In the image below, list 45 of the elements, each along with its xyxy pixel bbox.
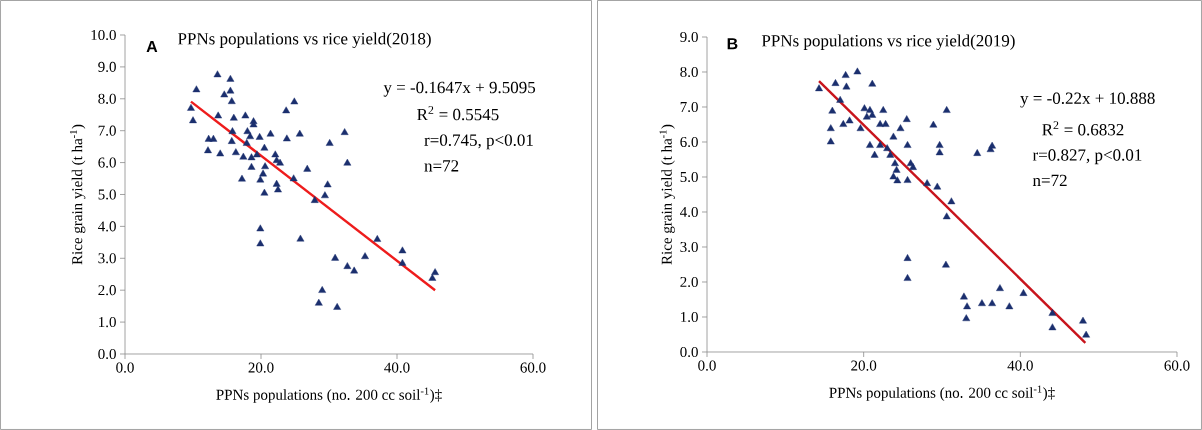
annotation: A (146, 40, 158, 52)
y-tick-label: 2.0 (680, 276, 698, 288)
y-tick-label: 9.0 (680, 31, 698, 43)
x-tick-label: 60.0 (1164, 360, 1190, 371)
y-tick-label: 7.0 (98, 125, 116, 136)
y-tick-label: 4.0 (680, 206, 698, 218)
y-tick-label: 6.0 (98, 157, 116, 168)
y-tick-label: 8.0 (98, 93, 116, 104)
annotation: n=72 (1032, 174, 1067, 186)
y-tick-label: 1.0 (99, 316, 116, 328)
chart-title: PPNs populations vs rice yield(2018) (178, 32, 431, 48)
annotation: R$^{2}$ = 0.6832 (1042, 121, 1124, 136)
y-tick-label: 7.0 (680, 101, 698, 113)
x-axis-title: PPNs populations (no. 200 cc soil$^{-1}$)‡ (829, 385, 1055, 401)
y-tick-label: 5.0 (98, 189, 116, 200)
y-tick-label: 0.0 (680, 346, 698, 358)
y-tick-label: 1.0 (681, 311, 698, 323)
x-tick-label: 0.0 (116, 362, 134, 373)
annotation: y = -0.22x + 10.888 (1020, 92, 1155, 108)
y-tick-label: 5.0 (680, 171, 698, 183)
y-tick-label: 8.0 (680, 66, 698, 78)
annotation: R$^{2}$ = 0.5545 (417, 105, 499, 121)
y-tick-label: 4.0 (98, 221, 116, 232)
chart-title: PPNs populations vs rice yield(2019) (761, 34, 1015, 50)
annotation: r=0.745, p<0.01 (424, 134, 533, 150)
y-axis-title: Rice grain yield (t ha$^{-1}$) (69, 124, 86, 265)
y-tick-label: 3.0 (98, 253, 116, 264)
y-tick-label: 2.0 (98, 285, 116, 296)
y-tick-label: 3.0 (680, 241, 698, 253)
x-tick-label: 40.0 (384, 362, 410, 373)
x-tick-label: 0.0 (698, 360, 716, 371)
annotation: y = -0.1647x + 9.5095 (383, 81, 536, 97)
x-tick-label: 40.0 (1007, 360, 1033, 371)
annotation: B (727, 38, 738, 50)
y-tick-label: 9.0 (98, 61, 116, 72)
x-tick-label: 20.0 (851, 360, 877, 371)
annotation: r=0.827, p<0.01 (1032, 149, 1142, 165)
x-tick-label: 20.0 (248, 362, 274, 373)
y-tick-label: 0.0 (98, 348, 116, 360)
y-tick-label: 6.0 (680, 136, 698, 148)
y-axis-title: Rice grain yield (t ha$^{-1}$) (659, 124, 675, 265)
x-axis-title: PPNs populations (no. 200 cc soil$^{-1}$)‡ (216, 387, 442, 403)
y-tick-label: 10.0 (91, 29, 116, 41)
x-tick-label: 60.0 (520, 362, 546, 373)
annotation: n=72 (424, 160, 459, 172)
